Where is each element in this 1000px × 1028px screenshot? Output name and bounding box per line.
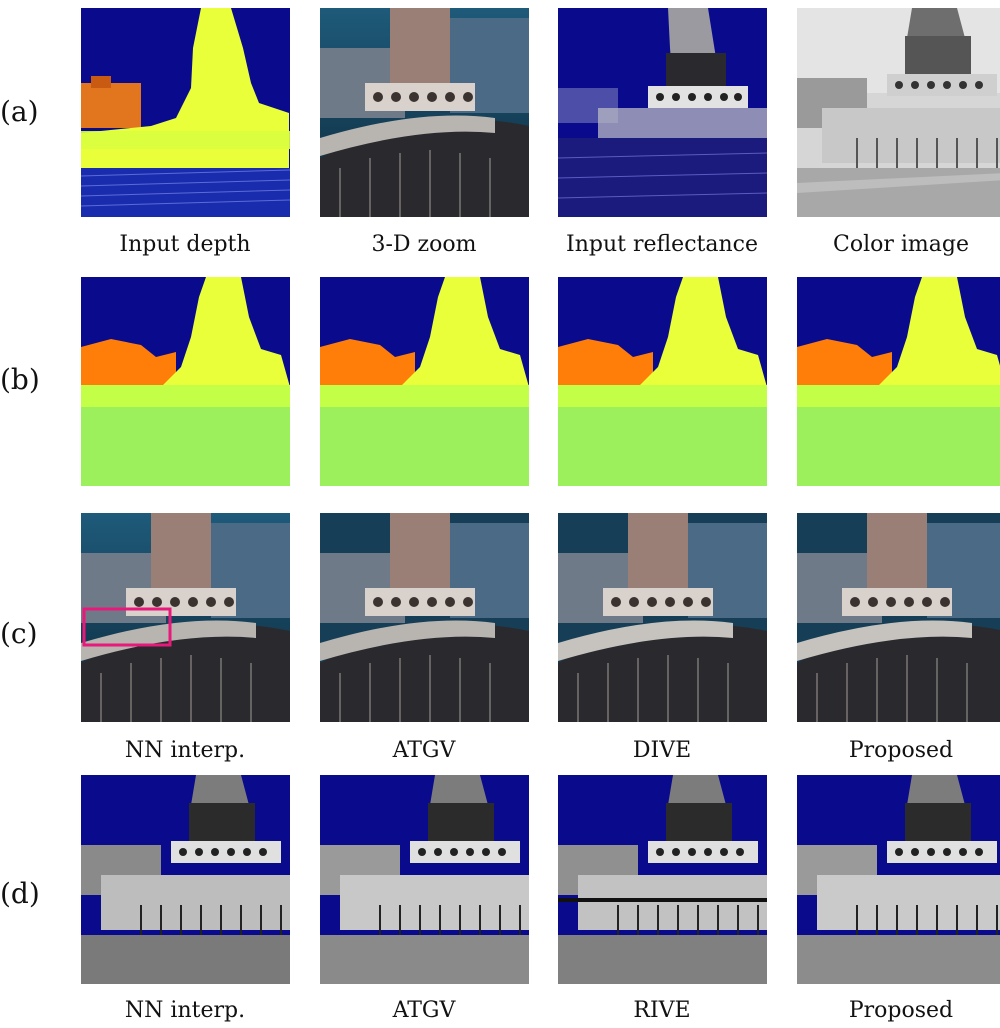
color-image xyxy=(797,8,1000,217)
depth-result-nn xyxy=(81,277,290,486)
3d-result-nn xyxy=(81,513,290,722)
reflectance-result-rive xyxy=(558,775,767,984)
caption-color-image: Color image xyxy=(833,232,969,257)
3d-result-atgv xyxy=(320,513,529,722)
caption-c-proposed: Proposed xyxy=(848,738,954,763)
caption-d-proposed: Proposed xyxy=(848,998,954,1023)
row-label-a: (a) xyxy=(0,95,39,128)
input-depth-image xyxy=(81,8,290,217)
caption-c-atgv: ATGV xyxy=(392,738,456,763)
caption-input-depth: Input depth xyxy=(119,232,251,257)
caption-c-nn: NN interp. xyxy=(124,738,246,763)
input-reflectance-image xyxy=(558,8,767,217)
caption-d-nn: NN interp. xyxy=(124,998,246,1023)
caption-input-reflectance: Input reflectance xyxy=(566,232,758,257)
reflectance-result-atgv xyxy=(320,775,529,984)
caption-c-dive: DIVE xyxy=(632,738,692,763)
row-label-b: (b) xyxy=(0,363,40,396)
depth-result-atgv xyxy=(320,277,529,486)
3d-zoom-image xyxy=(320,8,529,217)
depth-result-proposed xyxy=(797,277,1000,486)
caption-3d-zoom: 3-D zoom xyxy=(371,232,477,257)
row-label-d: (d) xyxy=(0,877,40,910)
reflectance-result-proposed xyxy=(797,775,1000,984)
row-label-c: (c) xyxy=(0,617,38,650)
reflectance-result-nn xyxy=(81,775,290,984)
caption-d-atgv: ATGV xyxy=(392,998,456,1023)
highlight-box xyxy=(82,607,172,647)
3d-result-dive xyxy=(558,513,767,722)
depth-result-dive xyxy=(558,277,767,486)
caption-d-rive: RIVE xyxy=(633,998,691,1023)
3d-result-proposed xyxy=(797,513,1000,722)
